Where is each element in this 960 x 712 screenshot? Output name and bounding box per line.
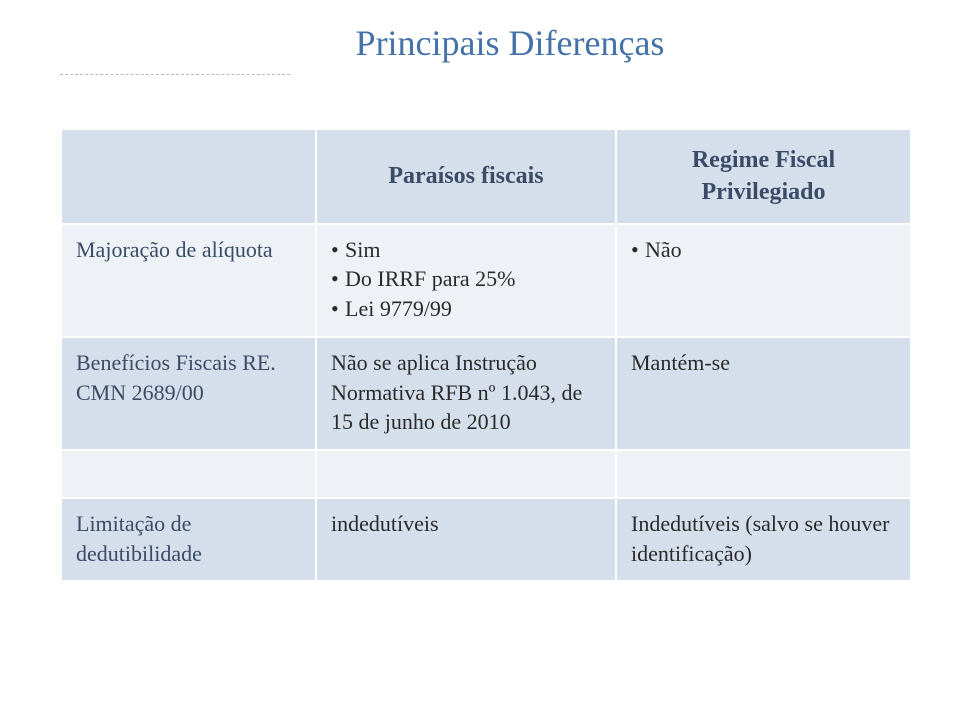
cell-text: indedutíveis [331, 509, 601, 539]
row-col2: Não se aplica Instrução Normativa RFB nº… [316, 337, 616, 450]
row-col3: Mantém-se [616, 337, 911, 450]
header-empty [61, 129, 316, 224]
row-label: Majoração de alíquota [61, 224, 316, 337]
bullet-item: Lei 9779/99 [331, 294, 601, 324]
cell-text: Indedutíveis (salvo se houver identifica… [631, 509, 896, 568]
row-col3: Não [616, 224, 911, 337]
spacer-cell [61, 450, 316, 498]
table-header-row: Paraísos fiscais Regime Fiscal Privilegi… [61, 129, 911, 224]
row-label: Benefícios Fiscais RE. CMN 2689/00 [61, 337, 316, 450]
header-col3: Regime Fiscal Privilegiado [616, 129, 911, 224]
bullet-item: Do IRRF para 25% [331, 264, 601, 294]
title-divider [60, 74, 912, 92]
bullet-item: Não [631, 235, 896, 265]
row-col3: Indedutíveis (salvo se houver identifica… [616, 498, 911, 581]
spacer-cell [616, 450, 911, 498]
comparison-table: Paraísos fiscais Regime Fiscal Privilegi… [60, 128, 912, 582]
row-col2: indedutíveis [316, 498, 616, 581]
spacer-cell [316, 450, 616, 498]
bullet-item: Sim [331, 235, 601, 265]
cell-text: Não se aplica Instrução Normativa RFB nº… [331, 348, 601, 437]
table-row: Benefícios Fiscais RE. CMN 2689/00 Não s… [61, 337, 911, 450]
row-col2: Sim Do IRRF para 25% Lei 9779/99 [316, 224, 616, 337]
slide-title: Principais Diferenças [108, 22, 912, 64]
table-row: Majoração de alíquota Sim Do IRRF para 2… [61, 224, 911, 337]
cell-text: Mantém-se [631, 348, 896, 378]
row-label: Limitação de dedutibilidade [61, 498, 316, 581]
header-col2: Paraísos fiscais [316, 129, 616, 224]
table-spacer-row [61, 450, 911, 498]
table-row: Limitação de dedutibilidade indedutíveis… [61, 498, 911, 581]
